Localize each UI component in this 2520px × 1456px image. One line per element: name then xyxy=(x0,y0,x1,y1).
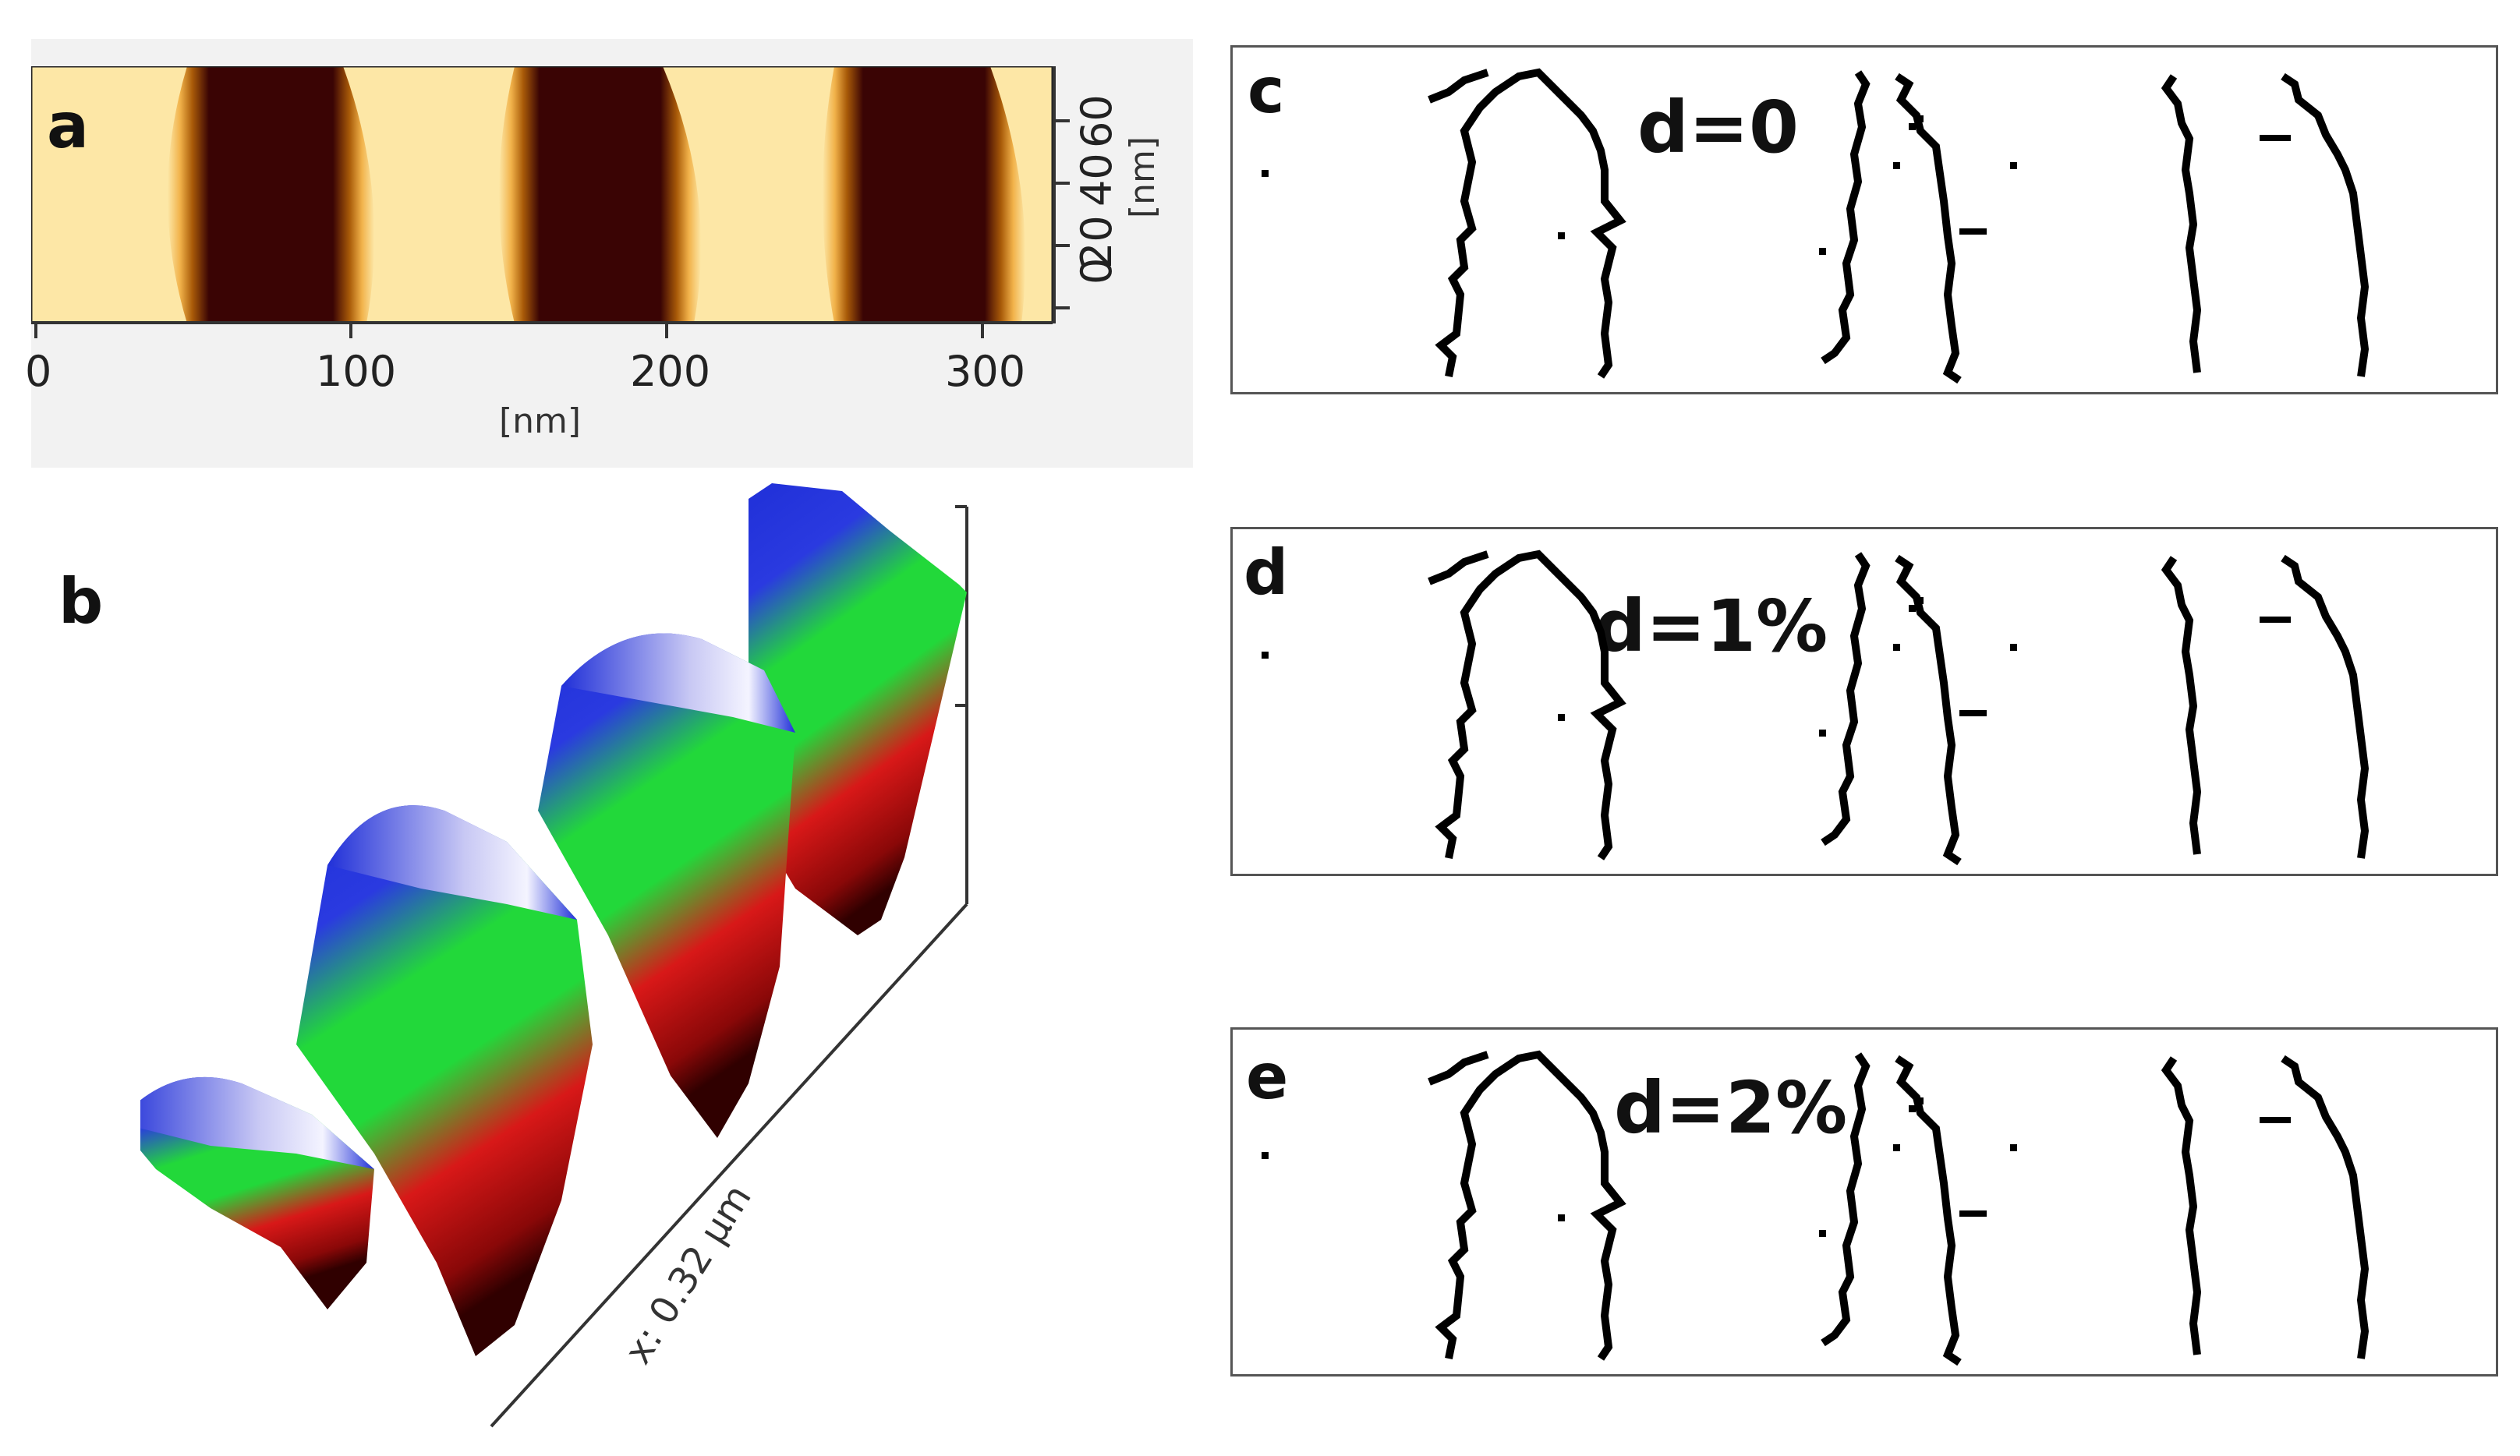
panel-b-letter: b xyxy=(58,565,104,638)
afm-dark-stripe-1 xyxy=(168,66,374,323)
contour-line xyxy=(1428,69,1489,104)
contour-dot xyxy=(1819,730,1826,737)
surface-cap-front xyxy=(327,805,577,920)
afm-x-tick-300: 300 xyxy=(945,347,1026,396)
contour-dot xyxy=(2010,1144,2017,1151)
contour-line xyxy=(1895,1055,1962,1366)
surface-ridge-middle xyxy=(538,633,795,1138)
contour-dot xyxy=(1909,123,1916,130)
afm-dark-stripe-2 xyxy=(499,66,701,323)
contour-dot xyxy=(1917,115,1924,122)
afm-x-tick-100: 100 xyxy=(316,347,397,396)
panel-a-letter: a xyxy=(47,90,89,162)
contour-dot xyxy=(1917,1097,1924,1104)
afm-height-map xyxy=(31,66,1053,323)
contour-line xyxy=(1821,1052,1871,1347)
contour-line xyxy=(1428,550,1489,585)
contour-dot xyxy=(1262,1152,1269,1159)
panel-d-frame xyxy=(1230,527,2498,876)
contour-line xyxy=(1435,550,1626,861)
contour-line xyxy=(1435,1050,1626,1361)
panel-d-letter: d xyxy=(1244,536,1289,609)
contour-dot xyxy=(2010,644,2017,651)
contour-dash xyxy=(2260,617,2291,623)
contour-line xyxy=(1428,1051,1489,1086)
panel-e-d-label: d=2% xyxy=(1614,1066,1848,1150)
contour-dot xyxy=(1558,714,1565,721)
contour-dot xyxy=(1909,1105,1916,1112)
panel-c-frame xyxy=(1230,45,2498,394)
contour-line xyxy=(1821,70,1871,365)
afm-dark-stripe-3 xyxy=(823,66,1025,323)
contour-dot xyxy=(1819,248,1826,255)
afm-x-axis xyxy=(31,321,1053,338)
contour-line xyxy=(1435,68,1626,379)
contour-dot xyxy=(1819,1230,1826,1237)
contour-dot xyxy=(1917,597,1924,604)
panel-d-d-label: d=1% xyxy=(1594,585,1828,668)
afm-x-unit: [nm] xyxy=(499,401,582,441)
contour-dash xyxy=(2260,1117,2291,1123)
contour-traces-e xyxy=(1262,1050,2370,1366)
afm-y-tick-60: 60 xyxy=(1072,94,1121,148)
contour-line xyxy=(2281,554,2370,859)
contour-line xyxy=(2161,74,2202,373)
contour-dash xyxy=(1959,1210,1987,1217)
surface-cap-middle xyxy=(561,633,795,733)
surface-3d xyxy=(140,483,968,1428)
surface-cap-left xyxy=(140,1076,374,1169)
contour-dot xyxy=(1262,170,1269,177)
surface-x-axis xyxy=(490,903,968,1428)
surface-ridge-front xyxy=(296,805,593,1356)
contour-line xyxy=(1895,554,1962,866)
contour-dash xyxy=(1959,228,1987,235)
contour-traces-c xyxy=(1262,68,2370,384)
contour-dash xyxy=(1959,710,1987,716)
contour-traces-d xyxy=(1262,550,2370,866)
contour-line xyxy=(1895,72,1962,384)
contour-line xyxy=(1821,552,1871,846)
contour-dot xyxy=(2010,162,2017,169)
afm-x-tick-0: 0 xyxy=(25,347,52,396)
contour-dot xyxy=(1262,652,1269,659)
afm-y-tick-20: 20 xyxy=(1072,215,1121,269)
contour-line xyxy=(2281,1055,2370,1359)
contour-dot xyxy=(1893,1144,1900,1151)
afm-y-unit: [nm] xyxy=(1123,136,1163,218)
panel-e-frame xyxy=(1230,1027,2498,1376)
contour-line xyxy=(2161,556,2202,855)
surface-ridge-back xyxy=(749,483,967,935)
contour-dot xyxy=(1558,1214,1565,1221)
contour-dot xyxy=(1558,232,1565,239)
contour-dot xyxy=(1909,605,1916,612)
panel-c-d-label: d=0 xyxy=(1637,86,1799,169)
contour-dash xyxy=(2260,135,2291,141)
contour-dot xyxy=(1893,162,1900,169)
panel-c-letter: c xyxy=(1248,55,1285,127)
contour-line xyxy=(2161,1056,2202,1355)
contour-line xyxy=(2281,72,2370,377)
afm-y-axis xyxy=(1053,66,1070,323)
afm-x-tick-200: 200 xyxy=(630,347,711,396)
afm-y-tick-40: 40 xyxy=(1072,153,1121,207)
panel-e-letter: e xyxy=(1246,1041,1289,1113)
contour-dot xyxy=(1893,644,1900,651)
